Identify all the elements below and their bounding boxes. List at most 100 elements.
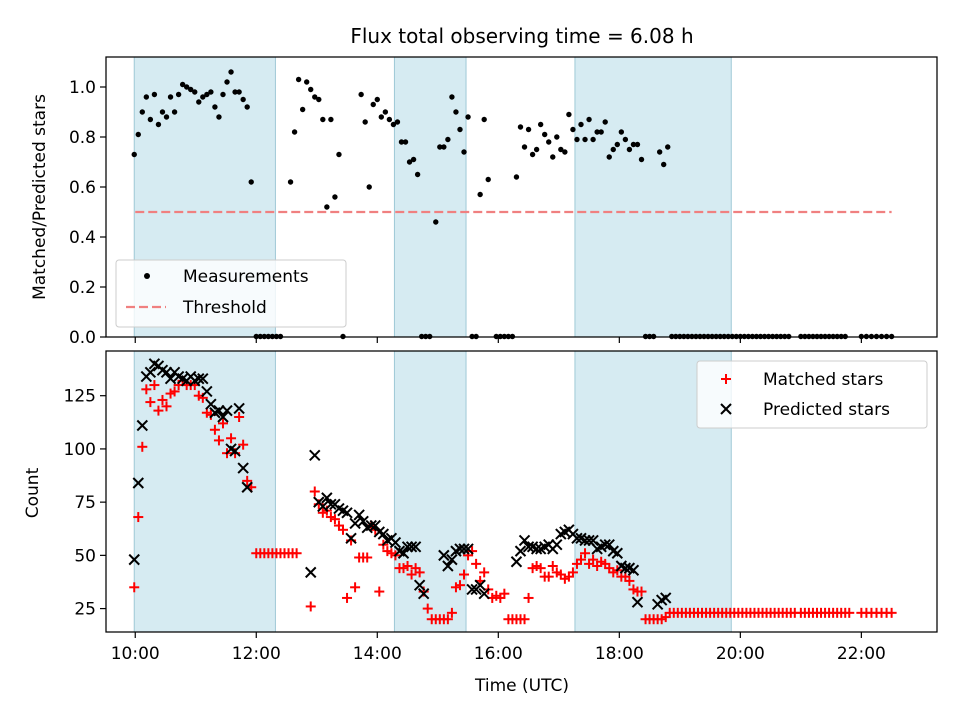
legend-matched-marker	[721, 374, 731, 384]
predicted-star-point	[631, 596, 644, 608]
measurement-point	[167, 94, 174, 100]
measurement-point	[312, 94, 318, 100]
measurement-point	[578, 121, 584, 128]
measurement-point	[386, 116, 393, 123]
predicted-star-point	[514, 545, 527, 557]
measurement-point	[212, 104, 218, 110]
y-tick-label: 50	[74, 546, 96, 566]
predicted-star-point	[405, 541, 418, 553]
measurement-point	[437, 144, 443, 150]
matched-star-point	[588, 554, 599, 565]
predicted-star-point	[321, 492, 333, 504]
predicted-star-point	[305, 566, 317, 579]
matched-star-point	[153, 405, 164, 416]
measurement-point	[220, 91, 226, 98]
predicted-star-point	[345, 532, 357, 545]
matched-star-point	[217, 418, 228, 429]
measurement-point	[370, 101, 376, 108]
matched-star-point	[459, 569, 470, 580]
measurement-point	[594, 129, 600, 135]
measurement-point	[445, 136, 451, 143]
measurement-point	[324, 204, 330, 210]
matched-star-point	[213, 435, 224, 446]
measurement-point	[558, 146, 564, 153]
matched-star-point	[446, 607, 457, 618]
measurement-point	[517, 124, 524, 130]
measurement-point	[208, 89, 214, 95]
matched-star-point	[305, 601, 316, 612]
y-tick-label: 100	[64, 440, 96, 460]
measurement-point	[171, 109, 178, 115]
matched-star-point	[543, 571, 554, 582]
matched-star-point	[145, 397, 156, 408]
y-tick-label: 75	[74, 493, 96, 513]
predicted-star-point	[510, 556, 523, 568]
measurement-point	[546, 139, 552, 145]
shaded-interval-3	[574, 56, 732, 338]
measurement-point	[143, 94, 150, 100]
measurement-point	[614, 141, 621, 148]
measurement-point	[316, 96, 322, 103]
predicted-star-point	[417, 587, 430, 600]
predicted-star-point	[317, 500, 329, 513]
ratio-panel-frame	[105, 56, 938, 338]
matched-star-point	[519, 614, 530, 625]
matched-star-point	[479, 567, 490, 578]
matched-star-point	[234, 411, 245, 422]
measurement-point	[537, 121, 544, 128]
y-tick-label: 1.0	[69, 78, 96, 98]
chart-title: Flux total observing time = 6.08 h	[350, 24, 693, 48]
matched-star-point	[406, 569, 417, 580]
measurement-point	[457, 126, 463, 133]
predicted-stars-series	[128, 358, 672, 611]
matched-star-point	[535, 563, 546, 574]
matched-star-point	[467, 546, 478, 557]
predicted-star-point	[325, 498, 337, 510]
measurement-point	[131, 151, 137, 158]
matched-star-point	[454, 580, 465, 591]
measurement-point	[529, 151, 536, 158]
matched-star-point	[576, 554, 587, 565]
count-panel-frame	[105, 350, 938, 633]
predicted-star-point	[201, 385, 213, 398]
matched-star-point	[329, 514, 340, 525]
measurement-point	[630, 141, 637, 148]
matched-star-point	[350, 582, 361, 593]
measurement-point	[244, 104, 250, 110]
matched-star-point	[471, 558, 482, 569]
predicted-star-point	[241, 481, 253, 493]
measurement-point	[477, 191, 483, 198]
measurement-point	[461, 149, 467, 155]
measurement-point	[398, 139, 405, 145]
matched-star-point	[580, 548, 591, 559]
measurement-point	[610, 146, 616, 153]
measurement-point	[287, 179, 294, 185]
measurement-point	[299, 106, 306, 113]
matched-star-point	[636, 586, 647, 597]
measurements-series	[131, 69, 895, 340]
measurement-point	[626, 146, 633, 153]
measurement-point	[378, 114, 385, 120]
measurement-point	[159, 109, 166, 115]
count-legend-box	[696, 360, 928, 429]
measurement-point	[414, 171, 421, 178]
measurement-point	[634, 141, 641, 148]
y-tick-label: 0.6	[69, 178, 96, 198]
matched-star-point	[362, 552, 373, 563]
measurement-point	[139, 109, 146, 115]
x-tick-label: 18:00	[595, 644, 644, 664]
matched-star-point	[226, 433, 237, 444]
predicted-star-point	[377, 528, 390, 540]
measurement-point	[513, 174, 520, 180]
count-panel-x-axis: 10:00 12:00 14:00 16:00 18:00 20:00 22:00	[111, 632, 886, 664]
measurement-point	[449, 94, 455, 100]
predicted-star-point	[132, 477, 144, 489]
predicted-star-point	[660, 592, 672, 604]
predicted-star-point	[229, 445, 241, 457]
y-tick-label: 0.4	[69, 228, 96, 248]
predicted-star-point	[466, 583, 478, 596]
measurement-point	[328, 116, 334, 123]
predicted-star-point	[217, 411, 229, 423]
measurement-point	[582, 136, 588, 143]
